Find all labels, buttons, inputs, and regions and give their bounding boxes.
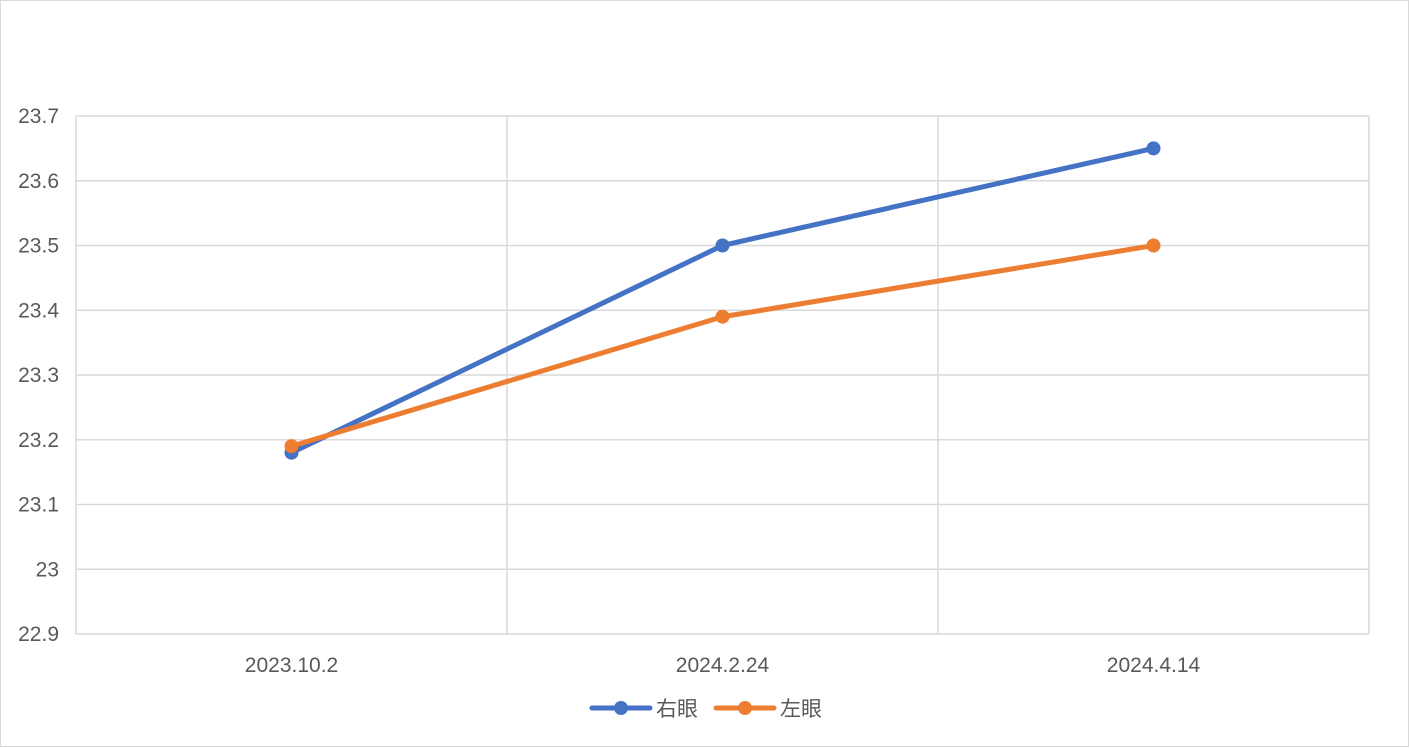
legend-marker xyxy=(614,701,628,715)
y-tick-label: 23.1 xyxy=(18,494,59,517)
data-point xyxy=(715,309,730,324)
y-tick-label: 23.7 xyxy=(18,105,59,128)
data-point xyxy=(284,439,299,454)
x-axis: 2023.10.2 2024.2.24 2024.4.14 xyxy=(245,654,1201,677)
legend-marker xyxy=(738,701,752,715)
y-tick-label: 23.4 xyxy=(18,299,59,322)
data-point xyxy=(1146,238,1161,253)
y-tick-label: 23.3 xyxy=(18,364,59,387)
y-tick-label: 23 xyxy=(36,558,59,581)
legend: 右眼 左眼 xyxy=(589,697,822,721)
legend-label: 左眼 xyxy=(780,697,822,721)
grid xyxy=(75,115,1370,635)
legend-label: 右眼 xyxy=(656,697,698,721)
y-axis: 22.9 23 23.1 23.2 23.3 23.4 23.5 23.6 23.7 xyxy=(18,105,59,646)
y-tick-label: 23.2 xyxy=(18,429,59,452)
series-group xyxy=(284,141,1161,460)
x-tick-label: 2024.2.24 xyxy=(676,654,770,677)
series-line xyxy=(289,243,1156,449)
data-point xyxy=(715,238,730,253)
data-point xyxy=(1146,141,1161,156)
x-tick-label: 2023.10.2 xyxy=(245,654,338,677)
x-tick-label: 2024.4.14 xyxy=(1107,654,1201,677)
y-tick-label: 23.5 xyxy=(18,235,59,258)
y-tick-label: 22.9 xyxy=(18,623,59,646)
y-tick-label: 23.6 xyxy=(18,170,59,193)
